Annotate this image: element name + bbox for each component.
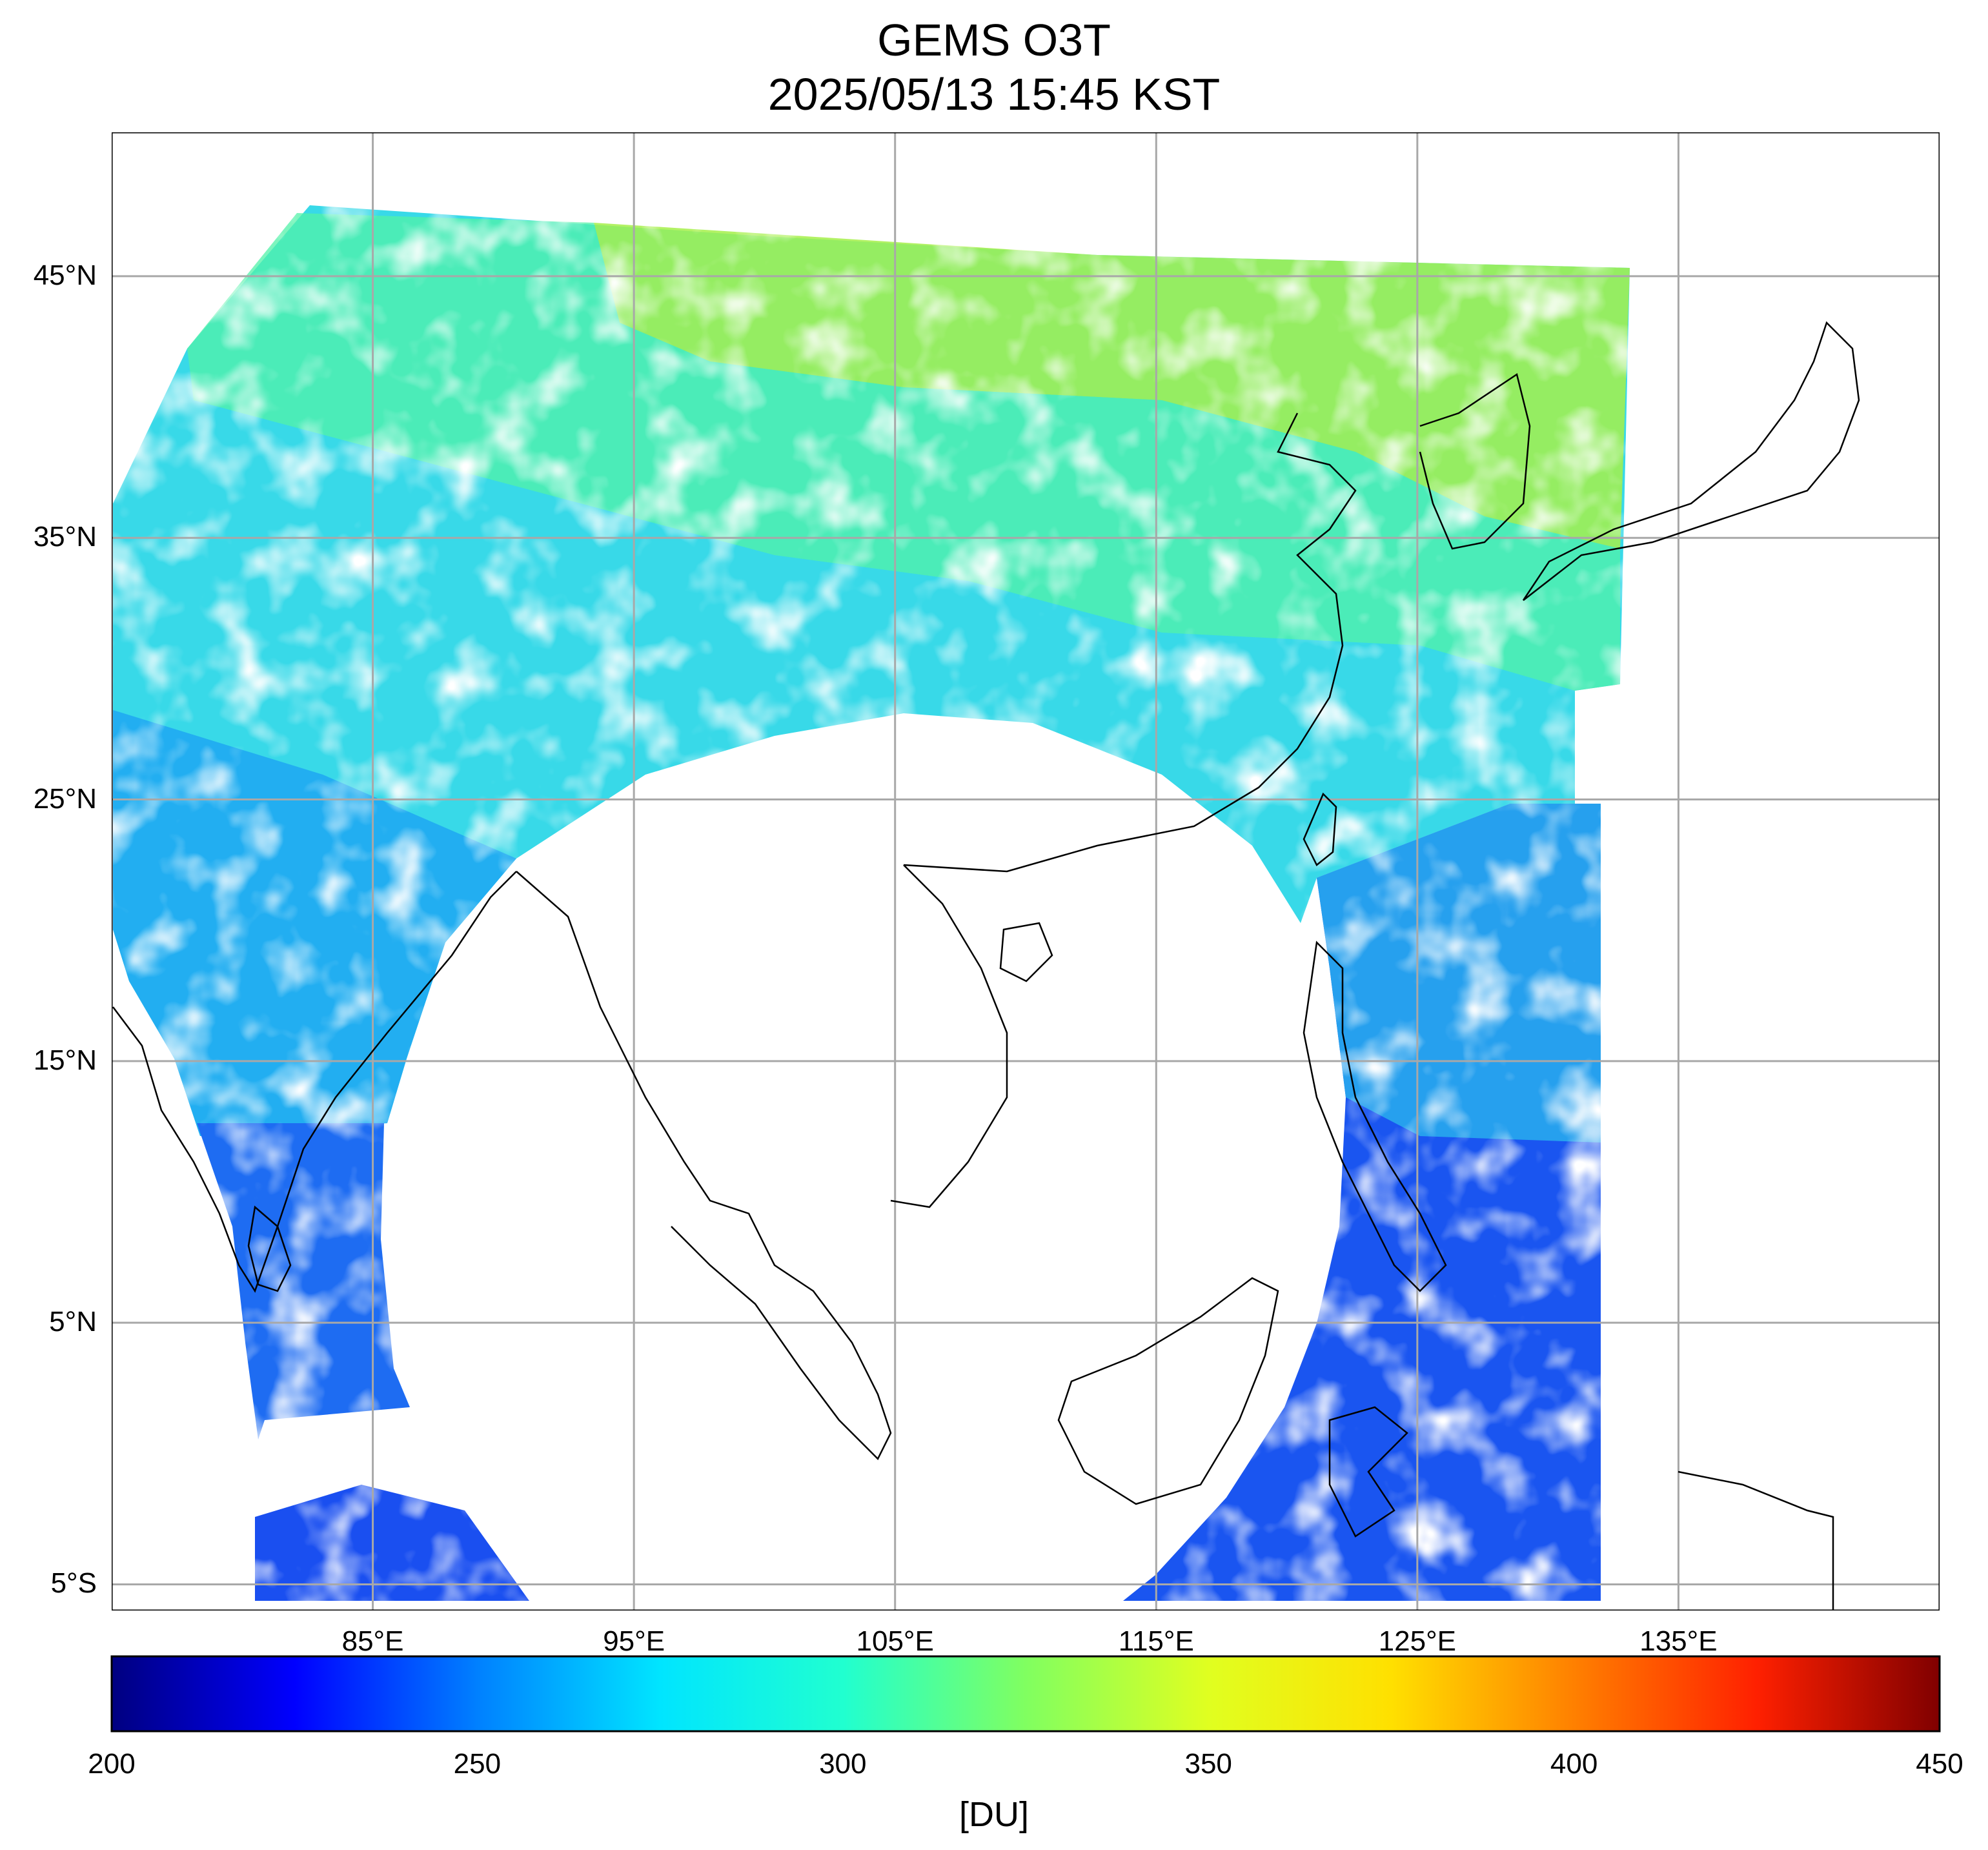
lon-label: 115°E	[1118, 1625, 1194, 1657]
colorbar-tick-label: 200	[88, 1748, 136, 1780]
colorbar-tick-label: 250	[453, 1748, 502, 1780]
coast-srilanka	[247, 1205, 292, 1292]
lon-label: 135°E	[1639, 1625, 1718, 1657]
lat-label: 15°N	[33, 1044, 97, 1076]
coast-japan	[1522, 321, 1860, 601]
map-title-line2: 2025/05/13 15:45 KST	[767, 69, 1221, 119]
coast-indochina	[516, 871, 892, 1461]
map-title-line1: GEMS O3T	[877, 15, 1111, 65]
coast-vietnam	[890, 864, 1008, 1208]
colorbar-tick-label: 450	[1916, 1748, 1963, 1780]
coast-hainan	[999, 922, 1053, 982]
coast-sulawesi	[1328, 1406, 1408, 1538]
gridlines	[112, 132, 1940, 1611]
colorbar-tick-label: 350	[1184, 1748, 1232, 1780]
lat-label: 35°N	[33, 521, 97, 553]
lat-label: 5°N	[49, 1306, 97, 1338]
coast-borneo	[1057, 1277, 1279, 1505]
lat-label: 45°N	[33, 259, 97, 291]
lon-label: 95°E	[603, 1625, 665, 1657]
cloud-mask	[112, 132, 1940, 1611]
coastlines	[112, 321, 1860, 1611]
colorbar-tick-label: 300	[819, 1748, 867, 1780]
colorbar-tick-label: 400	[1550, 1748, 1598, 1780]
map-plot-area	[112, 132, 1940, 1611]
lon-label: 105°E	[856, 1625, 934, 1657]
lon-label: 125°E	[1378, 1625, 1457, 1657]
coast-korea	[1419, 372, 1531, 550]
coast-newguinea	[1678, 1470, 1834, 1611]
lon-label: 85°E	[341, 1625, 404, 1657]
coast-philippines	[1303, 940, 1447, 1292]
coast-india	[112, 871, 517, 1293]
colorbar	[110, 1655, 1941, 1733]
coast-taiwan	[1303, 792, 1337, 866]
lat-label: 5°S	[50, 1567, 97, 1600]
colorbar-unit: [DU]	[959, 1795, 1029, 1834]
coast-china-south	[903, 412, 1357, 873]
lat-label: 25°N	[33, 782, 97, 815]
